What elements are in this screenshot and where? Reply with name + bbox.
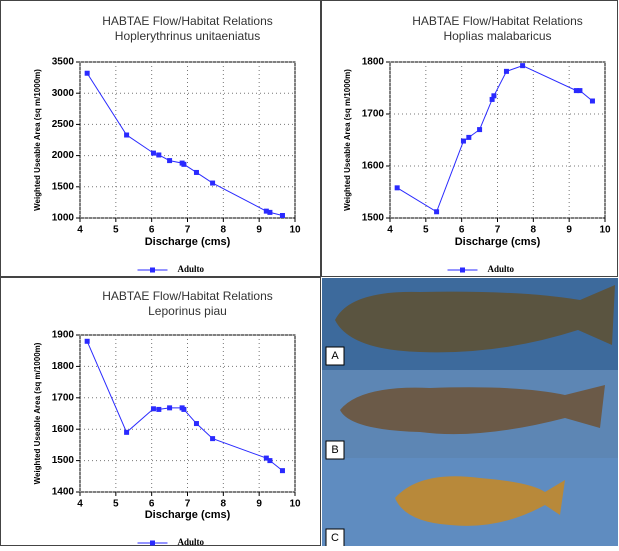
point <box>124 430 129 435</box>
x-tick-label: 8 <box>221 225 227 236</box>
x-tick-label: 8 <box>531 225 537 236</box>
point <box>85 71 90 76</box>
y-tick-label: 1900 <box>52 330 75 341</box>
point <box>151 151 156 156</box>
figure: HABTAE Flow/Habitat RelationsHoplerythri… <box>0 0 619 546</box>
x-tick-label: 6 <box>149 225 155 236</box>
y-tick-label: 1000 <box>52 213 75 224</box>
point <box>194 421 199 426</box>
legend-label: Adulto <box>178 537 205 546</box>
point <box>577 88 582 93</box>
legend-marker <box>150 268 155 273</box>
x-tick-label: 5 <box>423 225 429 236</box>
x-axis-label: Discharge (cms) <box>145 509 231 521</box>
point <box>280 468 285 473</box>
x-tick-label: 4 <box>77 225 83 236</box>
photo-label: C <box>331 532 339 544</box>
chart-title: HABTAE Flow/Habitat Relations <box>412 14 583 28</box>
x-tick-label: 6 <box>459 225 465 236</box>
x-axis-label: Discharge (cms) <box>455 236 541 248</box>
point <box>520 63 525 68</box>
y-tick-label: 1800 <box>362 57 385 68</box>
point <box>491 93 496 98</box>
x-tick-label: 5 <box>113 225 119 236</box>
x-tick-label: 10 <box>289 499 301 510</box>
series-line <box>397 66 592 212</box>
y-axis-label: Weighted Useable Area (sq m/1000m) <box>33 342 42 484</box>
point <box>590 99 595 104</box>
chart-subtitle: Hoplias malabaricus <box>443 29 551 43</box>
photo-label: A <box>331 350 339 362</box>
point <box>267 458 272 463</box>
chart-title: HABTAE Flow/Habitat Relations <box>102 14 273 28</box>
y-axis-label: Weighted Useable Area (sq m/1000m) <box>343 69 352 211</box>
x-axis-label: Discharge (cms) <box>145 236 231 248</box>
point <box>151 406 156 411</box>
point <box>477 127 482 132</box>
point <box>167 405 172 410</box>
point <box>504 69 509 74</box>
point <box>461 139 466 144</box>
x-tick-label: 9 <box>256 499 262 510</box>
point <box>210 181 215 186</box>
point <box>156 407 161 412</box>
chart-subtitle: Hoplerythrinus unitaeniatus <box>115 29 260 43</box>
point <box>267 210 272 215</box>
x-tick-label: 7 <box>185 225 191 236</box>
y-tick-label: 1500 <box>362 213 385 224</box>
x-tick-label: 9 <box>256 225 262 236</box>
chart-subtitle: Leporinus piau <box>148 304 227 318</box>
y-tick-label: 1800 <box>52 361 75 372</box>
y-tick-label: 1700 <box>362 109 385 120</box>
x-tick-label: 10 <box>599 225 611 236</box>
legend-marker <box>150 541 155 546</box>
y-tick-label: 1400 <box>52 487 75 498</box>
y-tick-label: 1600 <box>362 161 385 172</box>
y-tick-label: 2000 <box>52 150 75 161</box>
point <box>434 209 439 214</box>
y-tick-label: 1500 <box>52 455 75 466</box>
y-axis-label: Weighted Useable Area (sq m/1000m) <box>33 69 42 211</box>
point <box>395 185 400 190</box>
chart-title: HABTAE Flow/Habitat Relations <box>102 289 273 303</box>
point <box>156 152 161 157</box>
photo-panel <box>322 278 618 546</box>
legend-label: Adulto <box>178 264 205 274</box>
x-tick-label: 10 <box>289 225 301 236</box>
point <box>167 158 172 163</box>
point <box>181 407 186 412</box>
y-tick-label: 1700 <box>52 392 75 403</box>
point <box>466 135 471 140</box>
legend-label: Adulto <box>488 264 515 274</box>
series-line <box>87 73 282 215</box>
x-tick-label: 5 <box>113 499 119 510</box>
x-tick-label: 9 <box>566 225 572 236</box>
y-tick-label: 3500 <box>52 57 75 68</box>
x-tick-label: 7 <box>495 225 501 236</box>
y-tick-label: 1500 <box>52 181 75 192</box>
x-tick-label: 4 <box>77 499 83 510</box>
y-tick-label: 2500 <box>52 119 75 130</box>
point <box>194 170 199 175</box>
series-line <box>87 341 282 470</box>
y-tick-label: 3000 <box>52 88 75 99</box>
point <box>124 133 129 138</box>
point <box>181 162 186 167</box>
point <box>280 213 285 218</box>
y-tick-label: 1600 <box>52 424 75 435</box>
point <box>85 339 90 344</box>
point <box>210 436 215 441</box>
legend-marker <box>460 268 465 273</box>
x-tick-label: 4 <box>387 225 393 236</box>
photo-label: B <box>331 444 338 456</box>
